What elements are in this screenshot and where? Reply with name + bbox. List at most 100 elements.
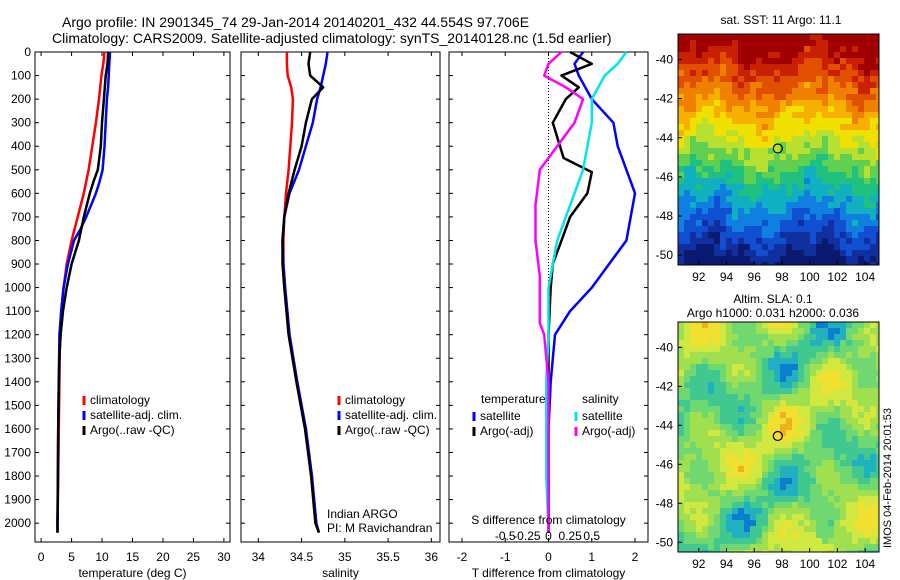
sla-map-cell xyxy=(786,406,793,413)
sst-map-cell xyxy=(726,34,733,41)
sla-map-cell xyxy=(732,388,739,395)
sla-map-cell xyxy=(792,544,799,551)
sla-map-cell xyxy=(774,436,781,443)
sla-map-cell xyxy=(774,418,781,425)
sla-map-cell xyxy=(702,466,709,473)
temperature-ytick-label: 1100 xyxy=(5,304,31,318)
sla-map-cell xyxy=(732,340,739,347)
sst-map-cell xyxy=(858,46,865,53)
sst-map-cell xyxy=(768,262,775,265)
sst-map-cell xyxy=(696,70,703,77)
sst-map-cell xyxy=(690,46,697,53)
sst-map-cell xyxy=(678,226,685,233)
sla-map-cell xyxy=(708,532,715,539)
sla-map-cell xyxy=(852,538,859,545)
sla-map-cell xyxy=(804,466,811,473)
sla-map-cell xyxy=(678,340,685,347)
sla-map-cell xyxy=(780,526,787,533)
sla-map-cell xyxy=(816,508,823,515)
sla-map-cell xyxy=(726,526,733,533)
sla-map-cell xyxy=(798,436,805,443)
sla-map-cell xyxy=(840,418,847,425)
sla-map-cell xyxy=(756,358,763,365)
sla-map-cell xyxy=(798,442,805,449)
sst-map-cell xyxy=(804,136,811,143)
sst-map-cell xyxy=(852,244,859,251)
sst-map-cell xyxy=(684,130,691,137)
sst-map-cell xyxy=(822,130,829,137)
sla-map-cell xyxy=(714,358,721,365)
sst-map-cell xyxy=(714,202,721,209)
sst-map-cell xyxy=(690,76,697,83)
sla-map-cell xyxy=(750,340,757,347)
sla-map-cell xyxy=(696,436,703,443)
sla-map-cell xyxy=(762,418,769,425)
sla-map-cell xyxy=(780,484,787,491)
sst-map-cell xyxy=(714,190,721,197)
sst-map-cell xyxy=(846,148,853,155)
sla-map-cell xyxy=(678,334,685,341)
sla-map-cell xyxy=(834,502,841,509)
sla-map-cell xyxy=(750,544,757,551)
differences-series-line xyxy=(534,51,585,533)
temperature-ytick-label: 1900 xyxy=(4,493,31,507)
sst-map-cell xyxy=(684,154,691,161)
sst-map-cell xyxy=(774,262,781,265)
sla-map-cell xyxy=(798,352,805,359)
sst-map-cell xyxy=(840,148,847,155)
sst-map-cell xyxy=(822,190,829,197)
sla-map-cell xyxy=(678,418,685,425)
sla-map-cell xyxy=(678,508,685,515)
sst-map-cell xyxy=(846,256,853,263)
sst-map-cell xyxy=(834,160,841,167)
sst-map-cell xyxy=(798,124,805,131)
sla-map-cell xyxy=(840,538,847,545)
sst-map-cell xyxy=(726,220,733,227)
sla-map-title: Altim. SLA: 0.1 xyxy=(733,292,813,306)
sst-map-cell xyxy=(726,88,733,95)
sla-map-cell xyxy=(696,358,703,365)
sla-map-cell xyxy=(852,526,859,533)
sla-map-cell xyxy=(840,376,847,383)
sla-map-cell xyxy=(852,478,859,485)
sst-map-cell xyxy=(744,106,751,113)
sla-map-cell xyxy=(756,496,763,503)
sst-map-cell xyxy=(780,58,787,65)
sst-map-cell xyxy=(684,250,691,257)
sst-map-cell xyxy=(738,64,745,71)
temperature-xlabel: temperature (deg C) xyxy=(78,566,186,580)
sla-map-cell xyxy=(870,430,877,437)
sla-map-cell xyxy=(696,544,703,551)
sst-map-cell xyxy=(708,124,715,131)
sst-map-cell xyxy=(726,106,733,113)
sla-map-cell xyxy=(792,388,799,395)
sla-map-cell xyxy=(840,430,847,437)
sst-map-cell xyxy=(720,196,727,203)
sst-map-cell xyxy=(744,88,751,95)
sst-map-cell xyxy=(756,112,763,119)
sst-map-cell xyxy=(858,184,865,191)
sla-map-cell xyxy=(792,400,799,407)
sst-map-cell xyxy=(846,118,853,125)
sla-map-cell xyxy=(768,502,775,509)
sla-map-cell xyxy=(708,340,715,347)
sla-map-cell xyxy=(696,424,703,431)
sla-map-cell xyxy=(714,328,721,335)
sla-map-cell xyxy=(798,454,805,461)
sst-map-cell xyxy=(864,82,871,89)
sla-map-cell xyxy=(726,532,733,539)
sst-map-cell xyxy=(720,208,727,215)
sla-map-cell xyxy=(870,502,877,509)
sla-map-cell xyxy=(804,334,811,341)
sla-map-cell xyxy=(684,532,691,539)
sla-map-cell xyxy=(840,424,847,431)
sst-map-cell xyxy=(822,244,829,251)
sst-map-cell xyxy=(822,64,829,71)
sla-map-cell xyxy=(774,490,781,497)
sst-map-cell xyxy=(804,232,811,239)
sla-map-cell xyxy=(690,454,697,461)
sst-map-cell xyxy=(786,226,793,233)
sst-map-cell xyxy=(840,184,847,191)
sst-map-cell xyxy=(696,82,703,89)
sst-map-cell xyxy=(804,190,811,197)
